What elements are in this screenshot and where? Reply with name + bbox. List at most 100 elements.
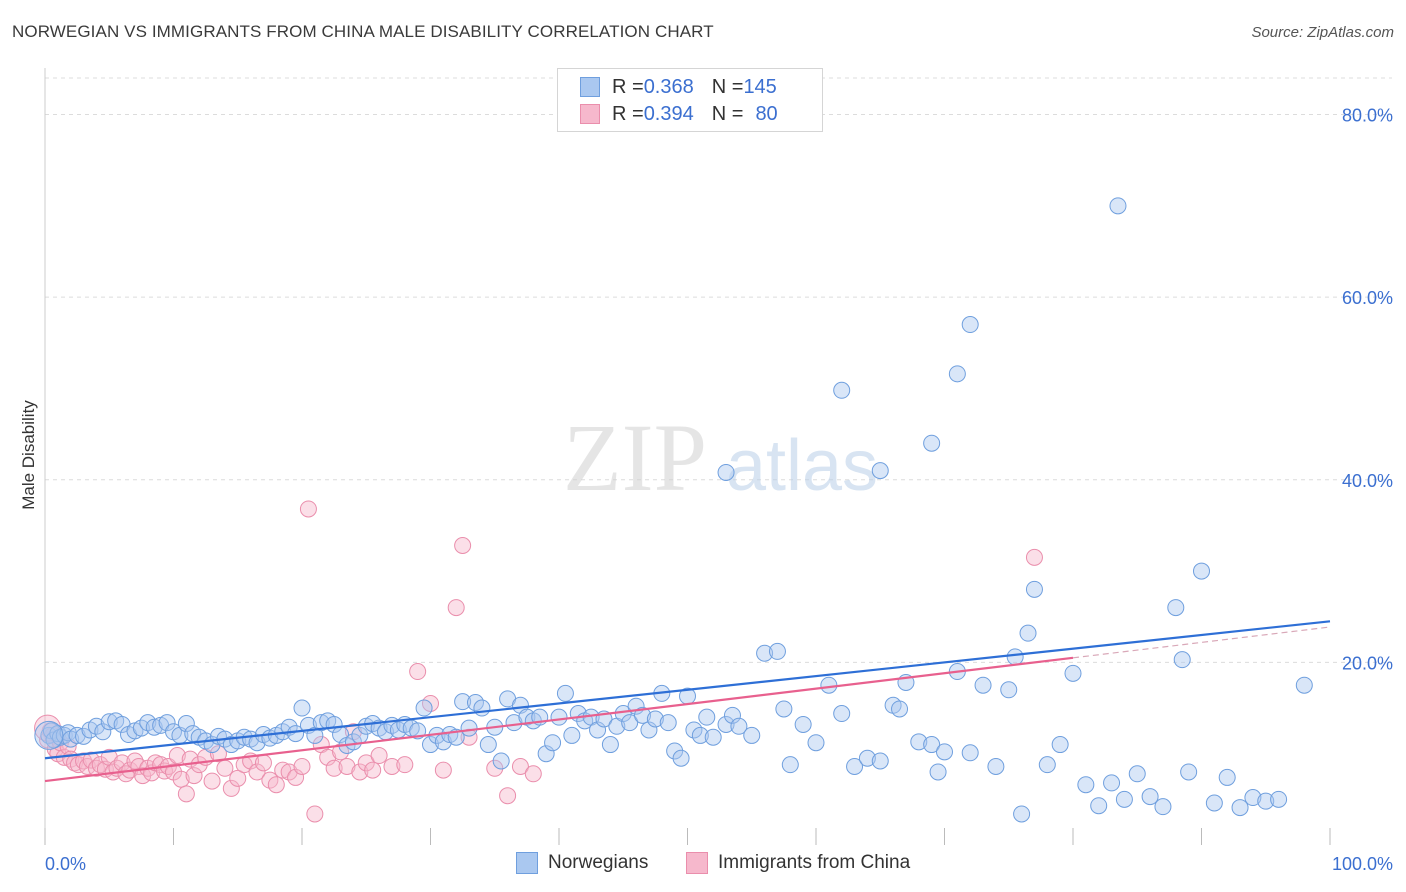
data-point-china xyxy=(274,761,292,779)
data-point-norwegians xyxy=(820,676,838,694)
legend-n-label: N = xyxy=(711,102,744,125)
legend-n-value: 80 xyxy=(755,102,778,125)
data-point-norwegians xyxy=(768,642,786,660)
data-point-norwegians xyxy=(1000,681,1018,699)
data-point-china xyxy=(511,757,529,775)
data-point-china xyxy=(306,805,324,823)
data-point-norwegians xyxy=(794,715,812,733)
data-point-norwegians xyxy=(871,462,889,480)
data-point-norwegians xyxy=(910,733,928,751)
data-point-norwegians xyxy=(563,726,581,744)
data-point-china xyxy=(203,772,221,790)
data-point-china xyxy=(209,745,227,763)
data-point-norwegians xyxy=(145,718,163,736)
data-point-china xyxy=(299,500,317,518)
grid xyxy=(45,77,1392,663)
data-point-norwegians xyxy=(948,365,966,383)
data-point-norwegians xyxy=(704,728,722,746)
legend-r-label: R = xyxy=(612,75,644,98)
data-point-china xyxy=(370,747,388,765)
data-point-norwegians xyxy=(589,721,607,739)
x-tick-label: 100.0% xyxy=(1332,854,1393,874)
data-point-china xyxy=(185,767,203,785)
series-immigrants-from-china xyxy=(34,500,1043,823)
data-point-norwegians xyxy=(923,736,941,754)
data-point-norwegians xyxy=(858,749,876,767)
data-point-norwegians xyxy=(344,733,362,751)
data-point-china xyxy=(229,769,247,787)
data-point-norwegians xyxy=(1019,624,1037,642)
y-axis-label: Male Disability xyxy=(19,400,38,510)
legend-stats-row-norwegians: R = 0.368 N = 145 xyxy=(580,74,777,100)
data-point-norwegians xyxy=(1295,676,1313,694)
watermark-atlas: atlas xyxy=(726,426,878,506)
data-point-norwegians xyxy=(666,742,684,760)
data-point-norwegians xyxy=(312,714,330,732)
data-point-norwegians xyxy=(1109,197,1127,215)
data-point-norwegians xyxy=(1167,599,1185,617)
data-point-norwegians xyxy=(987,757,1005,775)
data-point-china xyxy=(409,663,427,681)
data-point-norwegians xyxy=(601,736,619,754)
data-point-norwegians xyxy=(756,644,774,662)
data-point-china xyxy=(168,747,186,765)
data-point-norwegians xyxy=(698,708,716,726)
data-point-norwegians xyxy=(1270,790,1288,808)
data-point-norwegians xyxy=(460,719,478,737)
data-point-norwegians xyxy=(1128,765,1146,783)
data-point-norwegians xyxy=(929,763,947,781)
legend-r-label: R = xyxy=(612,102,644,125)
legend-item-immigrants-from-china[interactable]: Immigrants from China xyxy=(686,852,910,874)
data-point-norwegians xyxy=(544,734,562,752)
data-point-norwegians xyxy=(1154,798,1172,816)
x-tick-label: 0.0% xyxy=(45,854,86,874)
source-label: Source: ZipAtlas.com xyxy=(1251,24,1394,41)
data-point-china xyxy=(222,779,240,797)
legend-item-norwegians[interactable]: Norwegians xyxy=(516,852,648,874)
data-point-norwegians xyxy=(730,717,748,735)
data-point-china xyxy=(524,765,542,783)
data-point-norwegians xyxy=(659,714,677,732)
data-point-norwegians xyxy=(177,715,195,733)
data-point-norwegians xyxy=(158,714,176,732)
data-point-china xyxy=(447,599,465,617)
data-point-norwegians xyxy=(1115,790,1133,808)
data-point-norwegians xyxy=(1038,756,1056,774)
data-point-norwegians xyxy=(1025,580,1043,598)
data-point-norwegians xyxy=(422,736,439,754)
data-point-china xyxy=(351,763,369,781)
data-point-norwegians xyxy=(846,757,864,775)
data-point-norwegians xyxy=(556,684,574,702)
data-point-norwegians xyxy=(717,715,735,733)
data-point-norwegians xyxy=(936,743,953,761)
watermark-zip: ZIP xyxy=(563,404,707,511)
legend-stats-row-china: R = 0.394 N = 80 xyxy=(580,101,778,127)
data-point-norwegians xyxy=(415,699,433,717)
data-point-norwegians xyxy=(961,744,979,762)
data-point-norwegians xyxy=(1141,788,1159,806)
data-point-norwegians xyxy=(891,700,909,718)
legend-swatch-norwegians xyxy=(516,852,538,874)
data-point-norwegians xyxy=(1218,768,1236,786)
data-point-norwegians xyxy=(94,723,112,741)
data-point-norwegians xyxy=(1103,774,1121,792)
data-point-norwegians xyxy=(473,699,491,717)
y-tick-label: 60.0% xyxy=(1342,288,1393,308)
chart-title: NORWEGIAN VS IMMIGRANTS FROM CHINA MALE … xyxy=(12,22,714,41)
legend-label-norwegians: Norwegians xyxy=(548,852,649,873)
data-point-china xyxy=(319,748,337,766)
data-point-norwegians xyxy=(1006,648,1024,666)
data-point-china xyxy=(325,759,343,777)
data-point-norwegians xyxy=(68,726,86,744)
data-point-norwegians xyxy=(923,434,941,452)
data-point-norwegians xyxy=(640,721,658,739)
data-point-norwegians xyxy=(691,726,709,744)
trend-line-norwegians xyxy=(44,620,1331,760)
data-point-norwegians xyxy=(723,706,741,724)
legend-n-value: 145 xyxy=(743,75,777,98)
data-point-china xyxy=(357,754,375,772)
data-point-norwegians xyxy=(1193,562,1210,580)
legend-series: Norwegians Immigrants from China xyxy=(0,852,1406,878)
data-point-norwegians xyxy=(871,752,889,770)
